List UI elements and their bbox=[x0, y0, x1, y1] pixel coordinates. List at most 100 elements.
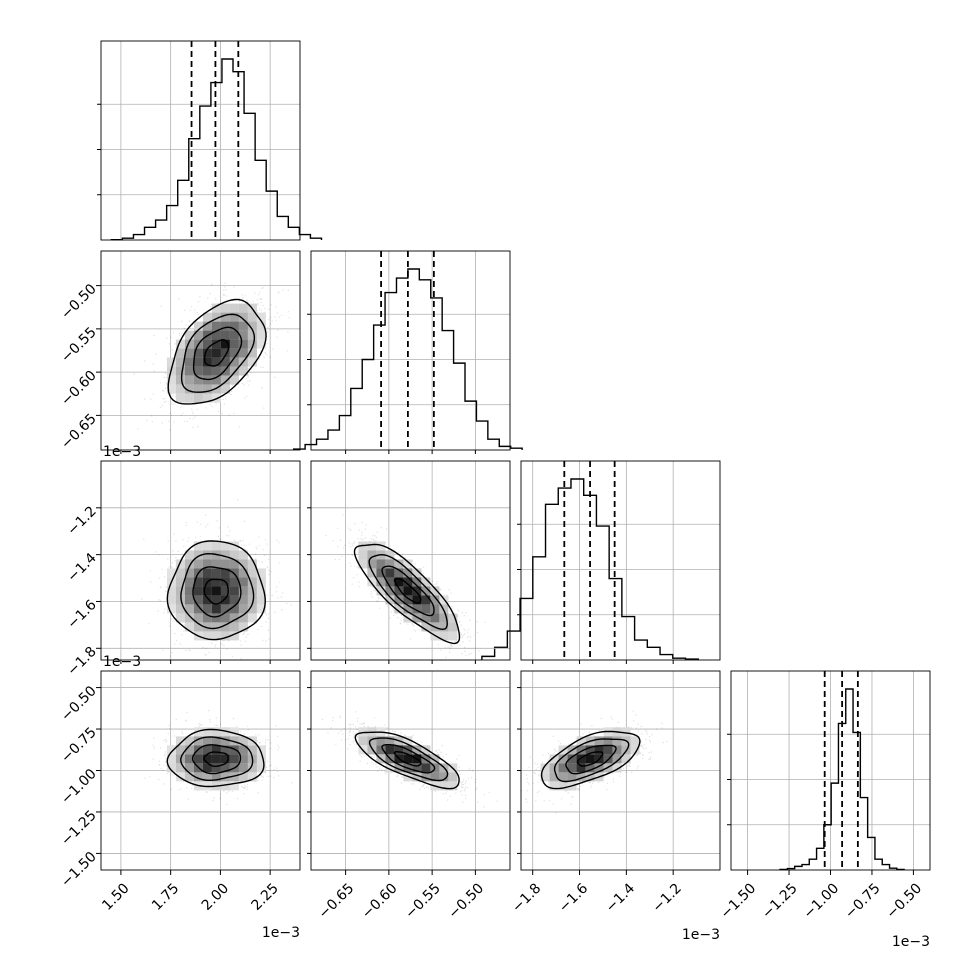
density-cell bbox=[549, 754, 559, 764]
density-cell bbox=[220, 339, 230, 349]
x-tick-label: −1.2 bbox=[650, 880, 685, 915]
density-cell bbox=[403, 604, 413, 614]
density-cell bbox=[256, 586, 266, 596]
density-cell bbox=[211, 577, 221, 587]
y-offset-label: 1e−3 bbox=[103, 444, 141, 460]
density-cell bbox=[229, 595, 239, 605]
density-cell bbox=[421, 595, 431, 605]
density-cell bbox=[211, 303, 221, 313]
density-cell bbox=[394, 559, 404, 569]
density-cell bbox=[229, 577, 239, 587]
density-cell bbox=[238, 763, 248, 773]
density-cell bbox=[184, 550, 194, 560]
panel-frame bbox=[310, 460, 511, 661]
density-cell bbox=[193, 754, 203, 764]
density-cell bbox=[220, 541, 230, 551]
density-cell bbox=[238, 595, 248, 605]
density-cell bbox=[193, 550, 203, 560]
density-cell bbox=[394, 595, 404, 605]
density-cell bbox=[558, 772, 568, 782]
density-cell bbox=[184, 622, 194, 632]
density-cell bbox=[202, 754, 212, 764]
x-tick-label: −0.50 bbox=[445, 880, 487, 922]
density-cell bbox=[193, 604, 203, 614]
density-cell bbox=[376, 568, 386, 578]
density-cell bbox=[247, 339, 257, 349]
contour-line bbox=[166, 728, 265, 788]
density-cell bbox=[184, 577, 194, 587]
density-cell bbox=[229, 781, 239, 791]
density-cell bbox=[211, 568, 221, 578]
density-cell bbox=[193, 375, 203, 385]
density-cell bbox=[567, 754, 577, 764]
density-cell bbox=[202, 745, 212, 755]
scatter-panel-p3-vs-p1 bbox=[310, 670, 511, 871]
density-cell bbox=[175, 613, 185, 623]
density-cell bbox=[403, 586, 413, 596]
density-cell bbox=[385, 595, 395, 605]
density-cell bbox=[229, 727, 239, 737]
density-cell bbox=[376, 745, 386, 755]
density-cell bbox=[220, 330, 230, 340]
density-cell bbox=[175, 366, 185, 376]
density-cell bbox=[229, 754, 239, 764]
density-cell bbox=[412, 586, 422, 596]
density-cell bbox=[211, 631, 221, 641]
density-cell bbox=[238, 312, 248, 322]
density-cell bbox=[202, 613, 212, 623]
density-cell bbox=[247, 321, 257, 331]
x-tick-label: 1.50 bbox=[99, 880, 132, 913]
density-cell bbox=[193, 622, 203, 632]
contour-line bbox=[180, 736, 254, 781]
density-cell bbox=[184, 357, 194, 367]
y-tick-label: −1.25 bbox=[58, 807, 100, 849]
density-cell bbox=[238, 568, 248, 578]
density-cell bbox=[193, 330, 203, 340]
density-cell bbox=[184, 763, 194, 773]
density-cell bbox=[202, 541, 212, 551]
density-cell bbox=[175, 763, 185, 773]
density-cell bbox=[448, 772, 458, 782]
x-tick-label: −1.8 bbox=[509, 880, 544, 915]
density-cell bbox=[166, 357, 176, 367]
contour-line bbox=[166, 540, 266, 641]
y-tick-label: −0.50 bbox=[58, 281, 100, 323]
density-cell bbox=[256, 312, 266, 322]
density-cell bbox=[202, 384, 212, 394]
contour-line bbox=[204, 338, 230, 367]
y-tick-label: −1.00 bbox=[58, 766, 100, 808]
density-cell bbox=[211, 541, 221, 551]
x-tick-label: −1.50 bbox=[718, 880, 760, 922]
density-cell bbox=[220, 745, 230, 755]
density-cell bbox=[211, 312, 221, 322]
density-cell bbox=[238, 754, 248, 764]
y-tick-label: −1.8 bbox=[64, 644, 99, 679]
density-cell bbox=[238, 303, 248, 313]
density-cell bbox=[166, 384, 176, 394]
density-cell bbox=[576, 745, 586, 755]
density-cell bbox=[376, 586, 386, 596]
x-tick-label: −0.65 bbox=[316, 880, 358, 922]
density-cell bbox=[175, 348, 185, 358]
density-cell bbox=[220, 754, 230, 764]
density-cell bbox=[229, 736, 239, 746]
contour-line bbox=[540, 730, 641, 790]
y-offset-label: 1e−3 bbox=[103, 654, 141, 670]
scatter-panel-p3-vs-p0 bbox=[100, 670, 301, 871]
density-cell bbox=[175, 745, 185, 755]
density-cell bbox=[430, 772, 440, 782]
density-cell bbox=[238, 321, 248, 331]
density-cell bbox=[211, 366, 221, 376]
density-cell bbox=[238, 772, 248, 782]
density-cell bbox=[193, 366, 203, 376]
density-cell bbox=[394, 586, 404, 596]
density-cell bbox=[376, 577, 386, 587]
density-cell bbox=[403, 736, 413, 746]
density-cell bbox=[421, 772, 431, 782]
y-tick-label: −1.6 bbox=[64, 597, 99, 632]
density-cell bbox=[229, 357, 239, 367]
density-cell bbox=[256, 763, 266, 773]
density-cell bbox=[202, 312, 212, 322]
density-cell bbox=[256, 745, 266, 755]
